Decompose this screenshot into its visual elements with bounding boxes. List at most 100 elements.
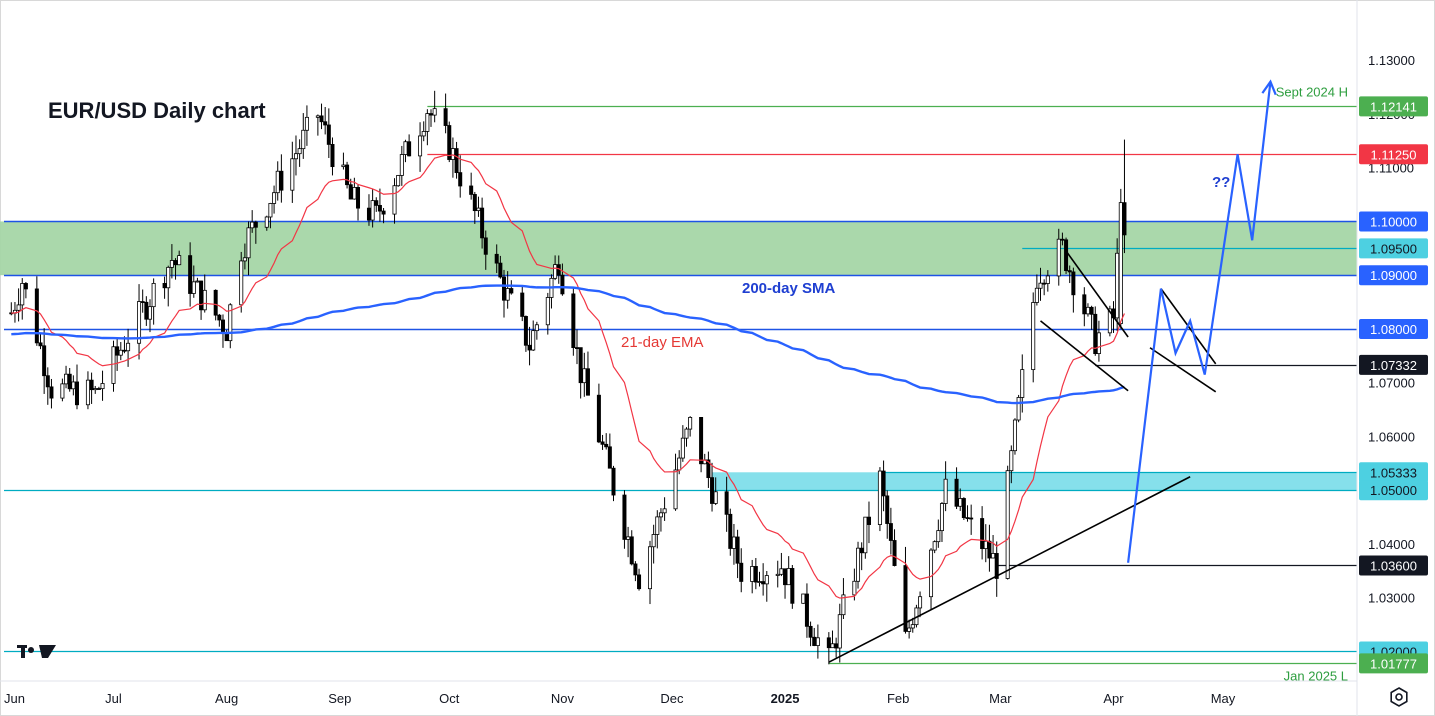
- candle-body-down: [607, 446, 612, 469]
- candle: [268, 202, 273, 229]
- sma-200-label: 200-day SMA: [742, 280, 836, 297]
- candle-body-down: [739, 562, 744, 582]
- candle: [604, 433, 609, 450]
- candle: [626, 526, 631, 558]
- candle-body-up: [907, 627, 912, 632]
- candle-body-down: [356, 187, 361, 209]
- candle: [224, 329, 229, 342]
- candle-body-up: [677, 457, 682, 471]
- candle-body-up: [863, 516, 868, 554]
- candle-body-up: [111, 346, 116, 384]
- candle-body-up: [651, 534, 656, 548]
- candle-body-down: [407, 141, 412, 157]
- candle: [264, 215, 269, 231]
- x-tick-label: Mar: [989, 691, 1012, 706]
- candle-body-down: [881, 470, 886, 497]
- candle-body-down: [1093, 313, 1098, 355]
- candle-body-down: [49, 386, 54, 399]
- candle: [560, 263, 565, 296]
- candle: [761, 563, 766, 596]
- candle-body-down: [480, 207, 485, 239]
- candle-body-down: [34, 288, 39, 344]
- candle: [863, 516, 868, 559]
- chart-settings-icon[interactable]: [1388, 686, 1410, 708]
- candle-body-up: [673, 469, 678, 510]
- candle: [969, 504, 974, 535]
- price-tag-bg: [1359, 354, 1428, 375]
- candle: [38, 333, 43, 350]
- candle: [169, 244, 174, 279]
- level-105333-tag: 1.05333: [1359, 462, 1428, 483]
- level-caption: Sept 2024 H: [1276, 84, 1348, 99]
- candle-body-down: [520, 292, 525, 317]
- candle-body-down: [706, 459, 711, 479]
- candle: [293, 135, 298, 176]
- level-1090-tag: 1.09000: [1359, 265, 1428, 286]
- candle-body-up: [399, 154, 404, 176]
- candle: [199, 280, 204, 320]
- candle-body-down: [826, 637, 831, 649]
- price-tag-bg: [1359, 653, 1428, 674]
- x-tick-label: Oct: [439, 691, 460, 706]
- level-1100-tag: 1.10000: [1359, 211, 1428, 232]
- candle-body-down: [122, 349, 127, 352]
- candle: [403, 139, 408, 163]
- candle: [939, 502, 944, 542]
- candle: [399, 145, 404, 186]
- candle: [523, 315, 528, 352]
- candle: [600, 434, 605, 450]
- candle-body-down: [330, 144, 335, 168]
- candle: [888, 507, 893, 555]
- candle-body-down: [866, 516, 871, 525]
- candle-body-up: [100, 383, 105, 390]
- candle: [239, 251, 244, 313]
- moving-averages-layer: [11, 154, 1126, 599]
- candle: [195, 277, 200, 283]
- candle-body-down: [604, 443, 609, 448]
- candle: [629, 530, 634, 566]
- candle-body-up: [20, 283, 25, 306]
- candle-body-down: [629, 536, 634, 565]
- candle-body-up: [118, 349, 123, 356]
- price-tag-label: 1.11250: [1370, 147, 1416, 162]
- candle-body-up: [137, 301, 142, 344]
- price-tag-bg: [1359, 144, 1428, 165]
- candle: [1118, 188, 1123, 329]
- candle-body-up: [476, 207, 481, 212]
- candle: [472, 191, 477, 224]
- candle: [64, 365, 69, 389]
- candle-body-up: [918, 596, 923, 609]
- candle: [753, 558, 758, 590]
- projection-arrowhead: [1261, 79, 1277, 96]
- candle-body-up: [1038, 282, 1043, 289]
- candle: [1122, 139, 1127, 254]
- candle-body-down: [523, 316, 528, 346]
- candle: [841, 578, 846, 619]
- candle-body-down: [859, 547, 864, 554]
- candle: [396, 174, 401, 187]
- candle: [534, 321, 539, 340]
- candle-body-down: [454, 148, 459, 174]
- candle-body-up: [450, 148, 455, 160]
- y-tick-label: 1.06000: [1368, 429, 1415, 444]
- candle-body-down: [173, 260, 178, 266]
- candle: [502, 269, 507, 318]
- candle-body-down: [1082, 294, 1087, 315]
- price-tag-bg: [1359, 265, 1428, 286]
- candle: [582, 352, 587, 397]
- candle-body-down: [38, 342, 43, 347]
- candle: [932, 540, 937, 554]
- candle-body-down: [808, 625, 813, 638]
- candle: [735, 529, 740, 579]
- question-marks-label: ??: [1212, 174, 1230, 191]
- price-tag-bg: [1359, 238, 1428, 259]
- candle: [279, 154, 284, 203]
- candle-body-down: [443, 108, 448, 126]
- candle: [220, 314, 225, 348]
- candle-body-up: [658, 512, 663, 518]
- candle-body-up: [1016, 397, 1021, 421]
- candle-body-down: [213, 289, 218, 316]
- candle: [443, 93, 448, 134]
- candle: [330, 137, 335, 176]
- candle: [290, 141, 295, 203]
